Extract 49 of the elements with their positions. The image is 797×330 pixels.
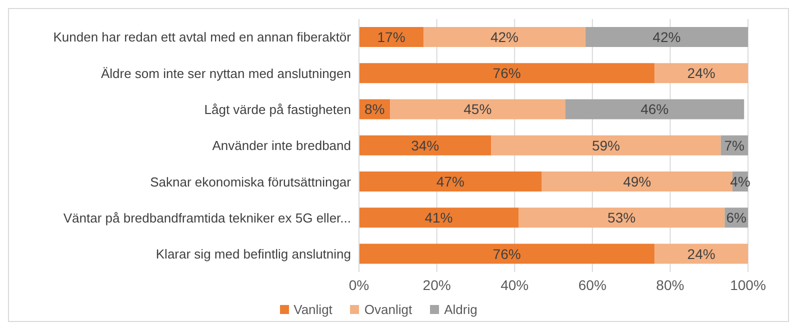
data-label: 6% (726, 210, 746, 226)
data-label: 53% (608, 210, 636, 226)
bar (491, 135, 721, 156)
y-tick-label: Klarar sig med befintlig anslutning (156, 246, 351, 262)
y-tick-label: Lågt värde på fastigheten (204, 102, 351, 117)
data-label: 34% (411, 137, 440, 154)
data-label: 41% (424, 210, 453, 226)
legend-label: Ovanligt (364, 302, 412, 317)
data-label: 59% (592, 137, 620, 154)
y-tick-label: Saknar ekonomiska förutsättningar (150, 174, 352, 190)
y-tick-label: Äldre som inte ser nyttan med anslutningen (100, 66, 351, 81)
data-label: 45% (464, 101, 492, 118)
data-label: 76% (492, 246, 521, 262)
x-tick-label: 80% (656, 276, 684, 293)
x-tick-label: 60% (578, 276, 606, 293)
bar (359, 208, 518, 228)
bar (585, 26, 748, 47)
bar (565, 99, 744, 120)
bar (424, 26, 586, 47)
bar (390, 99, 566, 120)
data-label: 49% (623, 173, 652, 190)
bar (518, 208, 725, 228)
data-label: 42% (652, 28, 681, 45)
data-label: 46% (640, 101, 669, 118)
bar (359, 244, 655, 264)
bar (654, 63, 748, 84)
y-tick-label: Använder inte bredband (212, 138, 351, 154)
bar (359, 26, 424, 47)
data-label: 76% (492, 65, 521, 82)
data-label: 24% (687, 246, 716, 262)
bar (654, 244, 748, 264)
data-label: 7% (724, 137, 744, 154)
bar (542, 172, 732, 192)
bar (359, 135, 492, 156)
x-tick-label: 20% (422, 276, 451, 293)
y-tick-label: Kunden har redan ett avtal med en annan fiberaktör (53, 30, 352, 45)
x-tick-label: 100% (730, 276, 766, 293)
x-tick-label: 0% (348, 276, 370, 293)
bar (359, 172, 542, 192)
data-label: 24% (687, 65, 716, 82)
x-tick-label: 40% (500, 276, 529, 293)
data-label: 8% (364, 101, 385, 118)
data-label: 42% (490, 28, 518, 45)
legend-label: Aldrig (444, 302, 478, 317)
legend-label: Vanligt (294, 302, 332, 317)
bar (359, 63, 655, 84)
y-tick-label: Väntar på bredbandframtida tekniker ex 5G eller... (63, 210, 351, 226)
data-label: 17% (377, 28, 406, 45)
data-label: 47% (436, 173, 464, 190)
